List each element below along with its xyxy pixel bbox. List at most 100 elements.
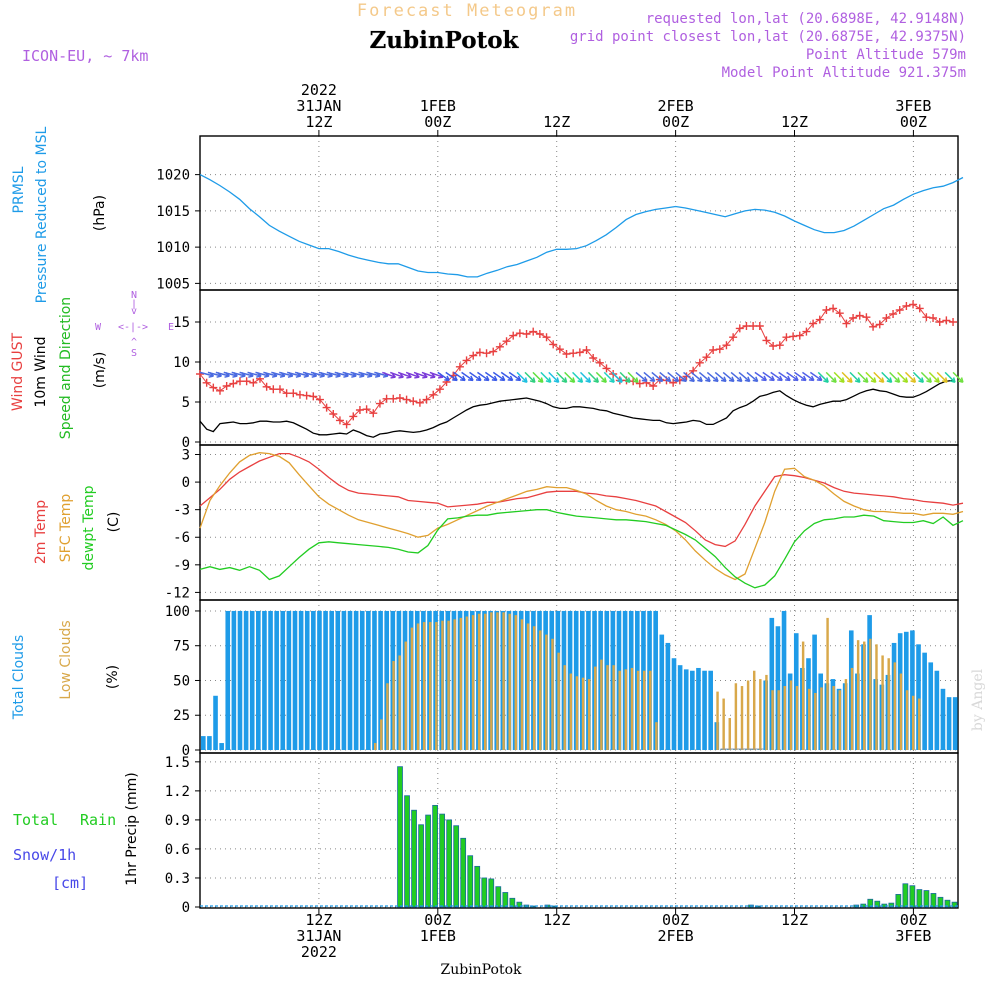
- low-cloud-bar: [600, 659, 603, 750]
- total-cloud-bar: [256, 610, 261, 750]
- faint-title: Forecast Meteogram: [357, 1, 577, 21]
- gust-marker: [809, 319, 818, 328]
- rain-bar: [397, 766, 403, 908]
- y-tick-label: 5: [182, 395, 190, 411]
- total-cloud-bar: [384, 610, 389, 750]
- gust-marker: [542, 333, 551, 342]
- y-tick-label: 25: [173, 708, 190, 724]
- wind-arrow: [746, 371, 759, 383]
- low-cloud-bar: [606, 665, 609, 750]
- gust-marker: [329, 410, 338, 418]
- rain-bar: [411, 809, 417, 908]
- gust-marker: [695, 358, 704, 367]
- total-cloud-bar: [329, 610, 334, 750]
- low-cloud-bar: [575, 676, 579, 750]
- panel-frame: [199, 289, 959, 446]
- low-cloud-bar: [728, 718, 731, 750]
- time-label: 00Z: [424, 113, 451, 131]
- wind-arrow: [635, 371, 648, 383]
- total-cloud-bar: [311, 610, 316, 750]
- low-cloud-bar: [642, 670, 646, 750]
- rain-bar: [453, 825, 460, 908]
- gust-marker: [902, 302, 911, 310]
- gust-marker: [582, 346, 591, 354]
- low-cloud-bar: [404, 641, 408, 750]
- low-cloud-bar: [832, 686, 835, 750]
- total-cloud-bar: [653, 610, 658, 750]
- low-cloud-bar: [581, 677, 585, 750]
- y-tick-label: 10: [173, 355, 190, 371]
- total-cloud-bar: [665, 642, 671, 750]
- y-tick-label: 0.9: [165, 813, 190, 829]
- gust-marker: [595, 358, 604, 367]
- compass-arrows: <-|->: [118, 322, 148, 333]
- gust-marker: [909, 300, 918, 309]
- time-label: 3FEB: [895, 97, 931, 115]
- header: Forecast Meteogram ZubinPotok ICON-EU, ~…: [22, 1, 966, 81]
- wind-arrow: [477, 371, 490, 382]
- low-cloud-bar: [429, 622, 432, 750]
- rain-label: Rain: [80, 811, 116, 829]
- rain-bar: [474, 865, 481, 908]
- low-cloud-bar: [459, 617, 463, 750]
- total-cloud-bar: [916, 644, 921, 750]
- total-cloud-bar: [274, 610, 279, 750]
- wind-arrow: [453, 371, 466, 382]
- low-cloud-bar: [716, 691, 719, 750]
- gust-marker: [649, 382, 658, 390]
- gust-marker: [935, 318, 944, 326]
- gust-marker: [262, 382, 271, 391]
- total-cloud-bar: [696, 667, 701, 750]
- compass-n: N: [131, 290, 137, 301]
- gust-marker: [475, 348, 484, 357]
- low-cloud-bar: [649, 670, 652, 750]
- total-cloud-bar: [934, 670, 940, 750]
- wind-arrow: [714, 371, 727, 383]
- wind-arrow: [762, 371, 775, 382]
- wind-arrow: [627, 371, 639, 384]
- compass-w: W: [95, 322, 102, 333]
- panels: 1005101010151020051015-12-9-6-3030255075…: [156, 135, 959, 916]
- compass-e: E: [168, 322, 174, 333]
- wind-arrow: [881, 371, 893, 384]
- total-cloud-bar: [372, 610, 377, 750]
- low-cloud-bar: [820, 687, 823, 750]
- gust-marker: [342, 420, 351, 429]
- total-cloud-bar: [781, 610, 787, 750]
- total-cloud-bar: [353, 610, 359, 750]
- gust-marker: [335, 416, 344, 425]
- total-cloud-bar: [286, 610, 292, 750]
- low-cloud-bar: [471, 615, 475, 750]
- low-cloud-bar: [416, 623, 420, 750]
- low-cloud-bar: [465, 616, 469, 750]
- gust-marker: [602, 364, 611, 373]
- y-tick-label: 0: [182, 475, 190, 491]
- low-cloud-bar: [526, 623, 530, 750]
- low-cloud-bar: [881, 655, 884, 750]
- gust-marker: [562, 350, 571, 358]
- total-cloud-bar: [347, 610, 353, 750]
- total-label: Total: [13, 811, 58, 829]
- low-cloud-bar: [532, 626, 536, 750]
- low-cloud-bar: [918, 698, 921, 750]
- rain-bar: [425, 814, 431, 908]
- gust-marker: [942, 316, 951, 325]
- low-cloud-bar: [655, 722, 658, 750]
- wind-arrow: [619, 371, 631, 384]
- panel-frame: [199, 444, 959, 601]
- gust-marker: [862, 313, 871, 322]
- gust-marker: [722, 341, 731, 350]
- low-cloud-bar: [624, 669, 628, 750]
- wind-arrow: [611, 371, 623, 384]
- wind-arrow: [786, 371, 799, 382]
- low-cloud-bar: [734, 683, 738, 750]
- low-cloud-bar: [795, 686, 799, 750]
- time-label: 31JAN: [296, 927, 341, 945]
- low-cloud-bar: [484, 613, 487, 750]
- wind-arrow: [516, 371, 528, 384]
- low-clouds-label: Low Clouds: [58, 620, 74, 699]
- low-cloud-bar: [856, 640, 860, 750]
- y-tick-label: 15: [173, 315, 190, 331]
- wind-arrow: [873, 371, 885, 384]
- total-cloud-bar: [690, 670, 695, 750]
